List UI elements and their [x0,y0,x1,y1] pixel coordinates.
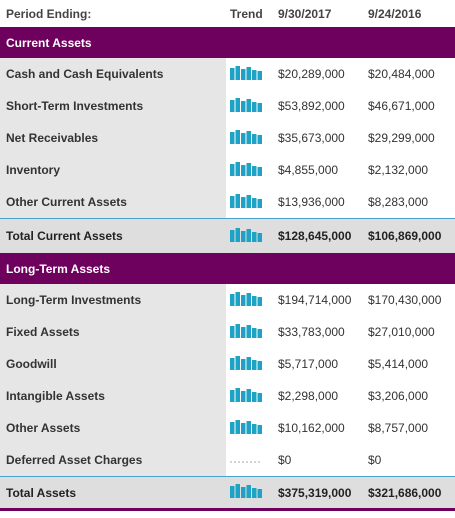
trend-icon [230,129,262,144]
cell-value: $128,645,000 [272,218,362,253]
cell-value: $46,671,000 [368,99,435,113]
trend-cell [226,444,272,477]
row-label: Total Assets [0,476,226,511]
table-row: Cash and Cash Equivalents $20,289,000 $20,… [0,58,455,90]
row-label: Other Current Assets [0,186,226,219]
trend-icon [230,291,262,306]
table-row: Total Assets $375,319,000 $321,686,000 [0,476,455,511]
cell-value: $53,892,000 [278,99,345,113]
cell-value: $8,283,000 [368,195,429,209]
header-row: Period Ending: Trend 9/30/2017 9/24/2016 [0,0,455,27]
section-row: Long-Term Assets [0,253,455,284]
trend-cell [226,122,272,154]
cell-value: $20,484,000 [368,67,435,81]
cell-value: $20,289,000 [278,67,345,81]
trend-icon [230,484,262,498]
trend-cell [226,284,272,316]
cell-value: $10,162,000 [278,421,345,435]
trend-icon [230,161,262,176]
header-col: 9/24/2016 [368,6,422,21]
row-label: Inventory [0,154,226,186]
cell-value: $27,010,000 [368,325,435,339]
table-row: Net Receivables $35,673,000 $29,299,000 [0,122,455,154]
trend-cell [226,218,272,253]
cell-value: $194,714,000 [278,293,352,307]
header-label: Period Ending: [6,6,92,21]
section-row: Current Assets [0,27,455,58]
cell-value: $35,673,000 [278,131,345,145]
trend-cell [226,186,272,219]
cell-value: $2,298,000 [278,389,339,403]
trend-icon [230,355,262,370]
cell-value: $0 [278,453,292,467]
cell-value: $170,430,000 [368,293,442,307]
trend-icon [230,65,262,80]
cell-value: $5,414,000 [368,357,429,371]
trend-icon [230,97,262,112]
row-label: Cash and Cash Equivalents [0,58,226,90]
trend-cell [226,380,272,412]
row-label: Total Current Assets [0,218,226,253]
cell-value: $0 [368,453,382,467]
section-title: Current Assets [0,27,455,58]
cell-value: $375,319,000 [272,476,362,511]
table-row: Inventory $4,855,000 $2,132,000 [0,154,455,186]
row-label: Long-Term Investments [0,284,226,316]
row-label: Deferred Asset Charges [0,444,226,477]
cell-value: $4,855,000 [278,163,339,177]
cell-value: $8,757,000 [368,421,429,435]
table-row: Other Current Assets $13,936,000 $8,283,00… [0,186,455,219]
trend-cell [226,58,272,90]
row-label: Net Receivables [0,122,226,154]
trend-icon [230,387,262,402]
row-label: Other Assets [0,412,226,444]
cell-value: $29,299,000 [368,131,435,145]
section-title: Long-Term Assets [0,253,455,284]
row-label: Short-Term Investments [0,90,226,122]
table-row: Other Assets $10,162,000 $8,757,000 [0,412,455,444]
trend-cell [226,412,272,444]
trend-cell [226,348,272,380]
table-row: Intangible Assets $2,298,000 $3,206,000 [0,380,455,412]
row-label: Goodwill [0,348,226,380]
table-row: Goodwill $5,717,000 $5,414,000 [0,348,455,380]
cell-value: $106,869,000 [362,218,455,253]
trend-icon [230,461,262,462]
cell-value: $13,936,000 [278,195,345,209]
trend-icon [230,227,262,242]
table-row: Short-Term Investments $53,892,000 $46,671… [0,90,455,122]
cell-value: $321,686,000 [362,476,455,511]
trend-cell [226,476,272,511]
table-row: Total Current Assets $128,645,000 $106,869… [0,218,455,253]
cell-value: $5,717,000 [278,357,339,371]
trend-cell [226,316,272,348]
cell-value: $33,783,000 [278,325,345,339]
trend-icon [230,419,262,434]
header-col: 9/30/2017 [278,6,332,21]
header-trend: Trend [230,6,263,21]
trend-cell [226,90,272,122]
trend-icon [230,323,262,338]
trend-icon [230,193,262,208]
table-row: Long-Term Investments $194,714,000 $170,43… [0,284,455,316]
row-label: Fixed Assets [0,316,226,348]
trend-cell [226,154,272,186]
row-label: Intangible Assets [0,380,226,412]
table-row: Deferred Asset Charges $0 $0 [0,444,455,477]
cell-value: $2,132,000 [368,163,429,177]
cell-value: $3,206,000 [368,389,429,403]
table-row: Fixed Assets $33,783,000 $27,010,000 [0,316,455,348]
